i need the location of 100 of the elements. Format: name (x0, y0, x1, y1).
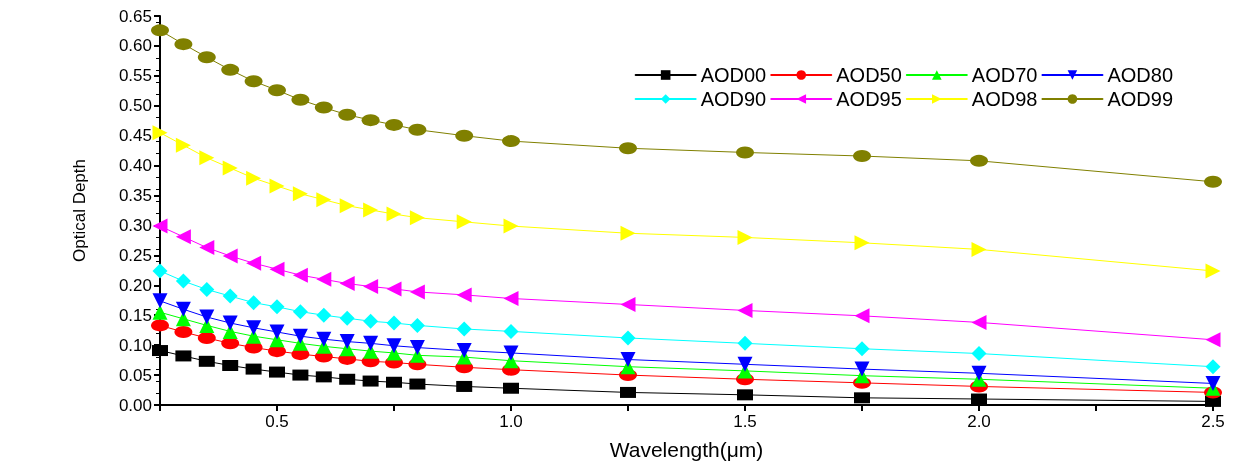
point (152, 293, 168, 309)
point (619, 142, 637, 155)
point (175, 273, 191, 289)
legend-label: AOD90 (700, 88, 767, 110)
point (456, 380, 473, 392)
x-axis-title: Wavelength(μm) (609, 438, 764, 461)
point (1205, 263, 1221, 279)
point (620, 386, 636, 398)
y-tick-label: 0.40 (118, 156, 152, 176)
point (246, 255, 262, 271)
x-tick-label: 0.5 (265, 412, 289, 431)
y-tick-label: 0.60 (118, 36, 152, 56)
legend-label: AOD00 (700, 64, 767, 86)
point (1205, 359, 1221, 375)
point (620, 225, 636, 241)
point (386, 338, 402, 354)
point (409, 340, 425, 356)
y-tick-label: 0.65 (118, 6, 152, 26)
y-tick-label: 0.20 (118, 275, 152, 295)
point (199, 282, 215, 297)
point (246, 170, 262, 186)
point (854, 392, 870, 404)
point (316, 271, 332, 287)
point (245, 363, 262, 375)
point (199, 150, 215, 166)
point (152, 218, 168, 234)
point (363, 335, 379, 351)
point (503, 382, 519, 394)
legend-label: AOD99 (1107, 88, 1174, 110)
point (386, 376, 402, 388)
point (246, 295, 262, 311)
point (316, 307, 332, 323)
point (175, 137, 191, 153)
point (199, 240, 215, 256)
point (1205, 332, 1221, 348)
point (971, 365, 987, 381)
y-tick-label: 0.50 (118, 96, 152, 116)
point (316, 192, 332, 208)
point (970, 154, 988, 167)
point (409, 210, 425, 226)
point (316, 331, 332, 347)
point (503, 345, 519, 361)
point (385, 118, 403, 131)
point (152, 263, 168, 279)
point (269, 299, 285, 315)
point (853, 150, 871, 163)
point (854, 235, 870, 251)
point (971, 241, 987, 257)
point (198, 355, 215, 367)
point (222, 160, 238, 176)
point (363, 279, 379, 294)
point (620, 352, 636, 368)
point (737, 302, 753, 318)
point (737, 389, 753, 401)
point (269, 324, 285, 340)
point (971, 346, 987, 362)
x-tick-label: 2.0 (967, 412, 991, 431)
point (175, 301, 191, 317)
y-tick-label: 0.30 (118, 215, 152, 235)
point (269, 178, 285, 194)
point (456, 321, 472, 337)
y-tick-label: 0.10 (118, 335, 152, 355)
y-tick-label: 0.05 (118, 365, 152, 385)
point (456, 343, 472, 359)
point (151, 319, 169, 332)
point (362, 375, 379, 387)
point (409, 317, 425, 333)
point (409, 378, 426, 390)
point (456, 214, 472, 230)
point (854, 308, 870, 324)
point (268, 84, 286, 97)
point (292, 328, 308, 344)
legend-label: AOD50 (836, 64, 902, 86)
point (339, 310, 355, 326)
legend-label: AOD80 (1107, 64, 1174, 86)
point (502, 135, 520, 148)
point (246, 320, 262, 336)
point (503, 323, 519, 339)
legend-label: AOD95 (836, 88, 902, 110)
point (269, 261, 285, 277)
point (292, 186, 308, 202)
y-tick-label: 0.55 (118, 66, 152, 86)
legend-label: AOD98 (971, 88, 1038, 110)
y-tick-label: 0.15 (118, 305, 152, 325)
x-tick-label: 2.5 (1201, 412, 1225, 431)
x-tick-label: 1.0 (499, 412, 523, 431)
point (737, 356, 753, 372)
point (152, 345, 168, 357)
y-tick-label: 0.45 (118, 126, 152, 146)
point (854, 341, 870, 357)
point (152, 304, 168, 320)
point (363, 202, 379, 218)
point (269, 366, 285, 378)
y-axis-title: Optical Depth (70, 159, 89, 262)
point (620, 330, 636, 346)
y-tick-label: 0.35 (118, 186, 152, 206)
point (339, 198, 355, 214)
point (222, 315, 238, 331)
point (292, 267, 308, 283)
point (222, 248, 238, 264)
